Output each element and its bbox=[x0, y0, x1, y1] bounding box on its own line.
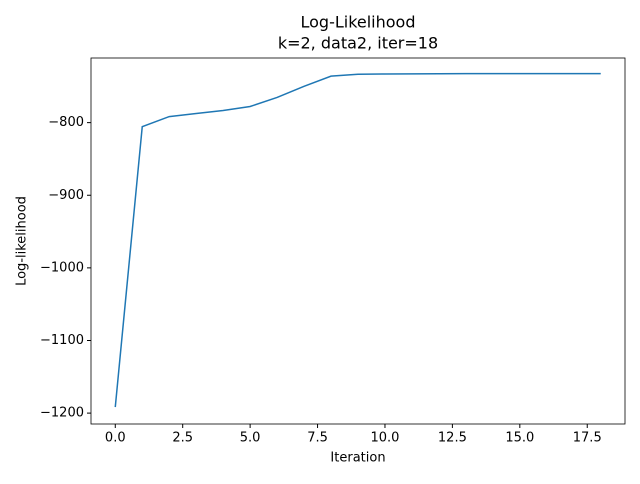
x-tick-label: 12.5 bbox=[438, 431, 467, 446]
x-tick-label: 17.5 bbox=[573, 431, 602, 446]
y-tick-label: −1200 bbox=[40, 406, 84, 421]
y-tick-label: −1000 bbox=[40, 260, 84, 275]
chart-subtitle: k=2, data2, iter=18 bbox=[278, 34, 438, 53]
y-axis-label: Log-likelihood bbox=[15, 196, 30, 286]
y-tick-label: −800 bbox=[48, 115, 84, 130]
chart-title: Log-Likelihood bbox=[300, 13, 415, 32]
y-tick-label: −1100 bbox=[40, 333, 84, 348]
x-tick-label: 7.5 bbox=[307, 431, 328, 446]
x-tick-label: 10.0 bbox=[370, 431, 399, 446]
x-tick-label: 0.0 bbox=[105, 431, 126, 446]
data-line bbox=[114, 72, 601, 408]
x-tick-label: 5.0 bbox=[240, 431, 261, 446]
x-tick-label: 15.0 bbox=[505, 431, 534, 446]
x-axis-label: Iteration bbox=[330, 451, 385, 466]
y-tick-label: −900 bbox=[48, 188, 84, 203]
x-tick-label: 2.5 bbox=[172, 431, 193, 446]
plot-frame bbox=[90, 57, 626, 425]
